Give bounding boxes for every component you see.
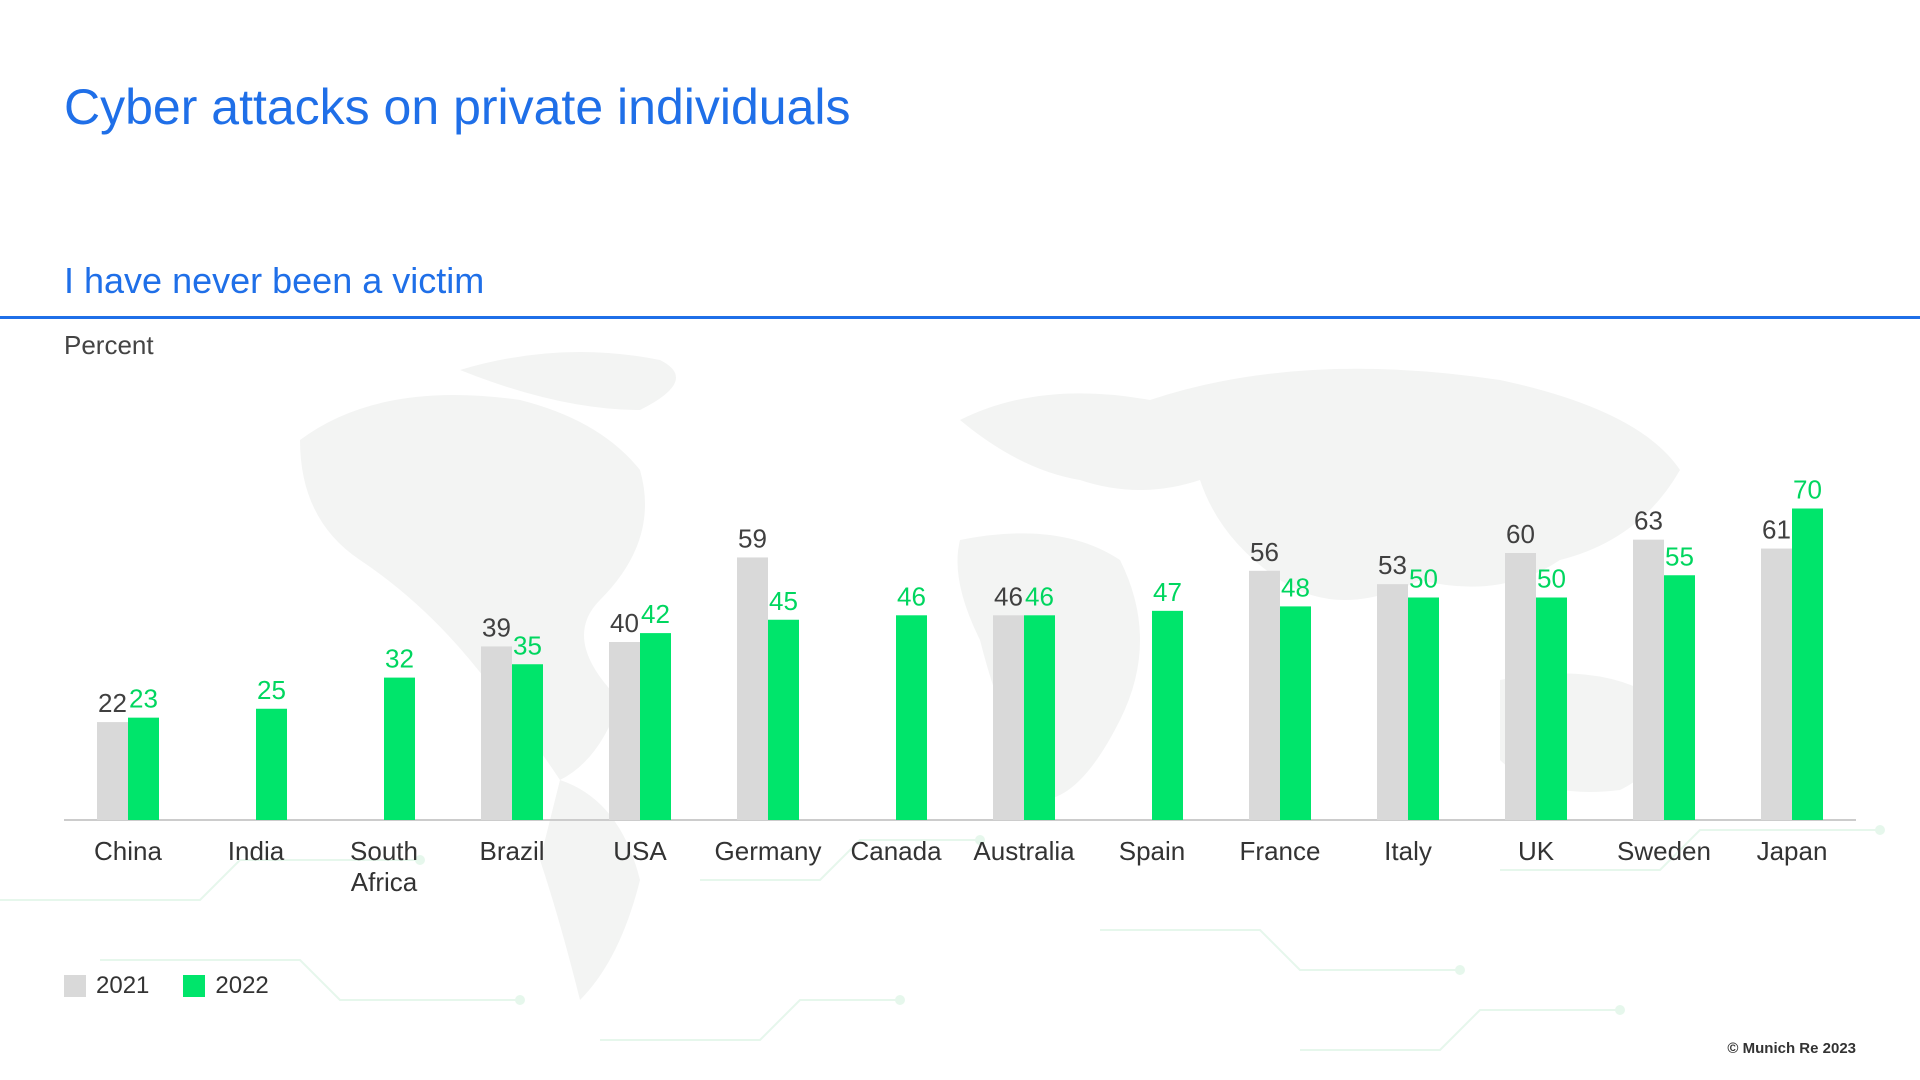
- data-label-2021-usa: 40: [610, 608, 639, 638]
- copyright: © Munich Re 2023: [1727, 1040, 1856, 1057]
- data-label-2022-india: 25: [257, 675, 286, 705]
- data-label-2021-italy: 53: [1378, 550, 1407, 580]
- data-label-2022-sweden: 55: [1665, 541, 1694, 571]
- chart-subtitle: I have never been a victim: [64, 260, 485, 301]
- category-label-spain: Spain: [1119, 836, 1186, 866]
- data-label-2022-germany: 45: [769, 586, 798, 616]
- category-label-uk: UK: [1518, 836, 1555, 866]
- bar-2022-germany: [768, 619, 799, 820]
- legend-swatch-2022: [183, 975, 206, 997]
- bar-2022-sweden: [1664, 575, 1695, 820]
- legend: 2021 2022: [64, 972, 269, 1000]
- page-title: Cyber attacks on private individuals: [64, 79, 851, 135]
- bar-2022-japan: [1792, 508, 1823, 820]
- bar-2021-china: [97, 722, 128, 820]
- bar-2021-germany: [737, 557, 768, 820]
- data-label-2022-france: 48: [1281, 572, 1310, 602]
- legend-item-2022: 2022: [183, 972, 269, 1000]
- bar-2022-china: [128, 717, 159, 820]
- bar-2022-france: [1280, 606, 1311, 820]
- data-label-2022-uk: 50: [1537, 564, 1566, 594]
- category-label-south-africa-1: Africa: [351, 867, 418, 897]
- bar-2022-australia: [1024, 615, 1055, 820]
- data-label-2021-china: 22: [98, 688, 127, 718]
- category-label-south-africa-0: South: [350, 836, 418, 866]
- legend-label-2021: 2021: [96, 972, 150, 999]
- category-label-brazil: Brazil: [479, 836, 544, 866]
- bar-2021-brazil: [481, 646, 512, 820]
- bar-2022-brazil: [512, 664, 543, 820]
- bar-2021-usa: [609, 642, 640, 820]
- legend-item-2021: 2021: [64, 972, 149, 1000]
- bar-2021-uk: [1505, 553, 1536, 820]
- data-label-2021-japan: 61: [1762, 515, 1791, 545]
- category-label-france: France: [1240, 836, 1321, 866]
- data-label-2022-australia: 46: [1025, 581, 1054, 611]
- bar-2022-south-africa: [384, 677, 415, 820]
- category-label-india: India: [228, 836, 285, 866]
- category-label-australia: Australia: [973, 836, 1075, 866]
- data-label-2021-germany: 59: [738, 523, 767, 553]
- bar-2021-sweden: [1633, 539, 1664, 820]
- category-label-germany: Germany: [715, 836, 822, 866]
- data-label-2022-canada: 46: [897, 581, 926, 611]
- bar-2021-japan: [1761, 548, 1792, 820]
- bar-2021-italy: [1377, 584, 1408, 820]
- category-label-usa: USA: [613, 836, 667, 866]
- data-label-2021-sweden: 63: [1634, 506, 1663, 536]
- bar-2022-italy: [1408, 597, 1439, 820]
- data-label-2022-china: 23: [129, 684, 158, 714]
- bar-2022-uk: [1536, 597, 1567, 820]
- bar-2022-canada: [896, 615, 927, 820]
- category-label-canada: Canada: [850, 836, 942, 866]
- data-label-2021-uk: 60: [1506, 519, 1535, 549]
- data-label-2021-australia: 46: [994, 581, 1023, 611]
- data-label-2022-south-africa: 32: [385, 644, 414, 674]
- data-label-2021-brazil: 39: [482, 612, 511, 642]
- y-unit-label: Percent: [64, 330, 154, 360]
- bar-2022-spain: [1152, 610, 1183, 820]
- data-label-2022-usa: 42: [641, 599, 670, 629]
- bar-2021-australia: [993, 615, 1024, 820]
- data-label-2022-spain: 47: [1153, 577, 1182, 607]
- bar-2022-usa: [640, 633, 671, 820]
- data-label-2022-italy: 50: [1409, 564, 1438, 594]
- data-label-2022-japan: 70: [1793, 475, 1822, 505]
- bar-2021-france: [1249, 570, 1280, 820]
- category-label-italy: Italy: [1384, 836, 1432, 866]
- legend-swatch-2021: [64, 975, 86, 997]
- bar-2022-india: [256, 708, 287, 820]
- data-label-2021-france: 56: [1250, 537, 1279, 567]
- divider-line: [0, 316, 1920, 319]
- legend-label-2022: 2022: [215, 972, 269, 999]
- category-label-china: China: [94, 836, 162, 866]
- category-label-japan: Japan: [1757, 836, 1828, 866]
- data-label-2022-brazil: 35: [513, 630, 542, 660]
- category-label-sweden: Sweden: [1617, 836, 1711, 866]
